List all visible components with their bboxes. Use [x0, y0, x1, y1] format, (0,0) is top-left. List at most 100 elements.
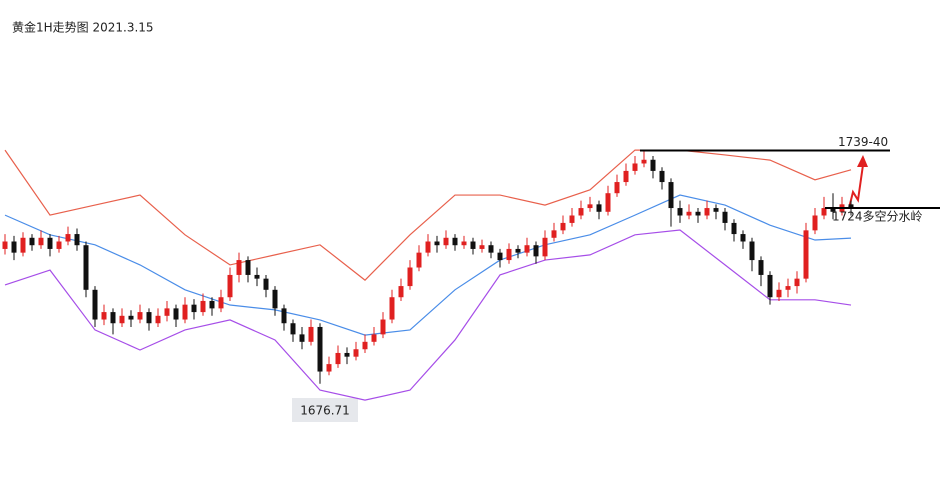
- candle-body: [137, 312, 143, 320]
- candle-body: [155, 315, 161, 324]
- candle-body: [767, 274, 773, 298]
- level-label: 1739-40: [838, 135, 888, 149]
- candle-body: [803, 230, 809, 279]
- low-label: 1676.71: [300, 404, 350, 418]
- candle-body: [749, 241, 755, 261]
- candle-body: [614, 182, 620, 194]
- candle-body: [47, 237, 53, 249]
- candle-body: [542, 237, 548, 257]
- candle-body: [506, 248, 512, 261]
- candle-body: [479, 245, 485, 249]
- candle-body: [263, 278, 269, 290]
- candle-body: [686, 211, 692, 216]
- candle-body: [20, 237, 26, 253]
- candle-body: [533, 245, 539, 257]
- candle-body: [128, 315, 134, 320]
- candle-body: [740, 234, 746, 242]
- candle-body: [281, 308, 287, 324]
- candle-body: [668, 182, 674, 209]
- candle-body: [245, 260, 251, 275]
- candle-body: [722, 211, 728, 223]
- candle-body: [830, 208, 836, 212]
- candle-body: [848, 204, 854, 209]
- candle-body: [407, 267, 413, 287]
- candle-body: [83, 245, 89, 290]
- candle-body: [443, 237, 449, 246]
- candle-body: [560, 222, 566, 231]
- candle-body: [272, 289, 278, 309]
- bollinger-band: [4, 149, 852, 281]
- candle-body: [794, 278, 800, 287]
- low-label-box: [292, 398, 358, 422]
- candle-body: [344, 352, 350, 357]
- candle-body: [596, 204, 602, 212]
- candle-body: [110, 312, 116, 324]
- candle-body: [569, 215, 575, 223]
- candle-body: [425, 241, 431, 253]
- candle-body: [695, 211, 701, 216]
- candle-body: [605, 193, 611, 212]
- candle-body: [227, 274, 233, 298]
- candle-body: [218, 297, 224, 309]
- candle-body: [362, 341, 368, 350]
- candle-body: [173, 308, 179, 320]
- candle-body: [290, 323, 296, 335]
- bollinger-band: [4, 194, 852, 336]
- candle-body: [11, 241, 17, 253]
- candle-body: [380, 319, 386, 335]
- candle-body: [317, 326, 323, 372]
- candle-body: [515, 248, 521, 253]
- projection-arrow: [848, 164, 864, 209]
- candle-body: [641, 159, 647, 164]
- arrow-head: [857, 155, 868, 167]
- candle-body: [371, 334, 377, 342]
- candle-body: [632, 163, 638, 171]
- candle-body: [434, 241, 440, 246]
- chart-title: 黄金1H走势图 2021.3.15: [12, 20, 154, 35]
- candle-body: [29, 237, 35, 246]
- candle-body: [146, 312, 152, 324]
- level-label: 1724多空分水岭: [832, 210, 923, 224]
- candle-body: [416, 252, 422, 268]
- candle-body: [335, 352, 341, 365]
- candle-body: [101, 312, 107, 320]
- candle-body: [650, 159, 656, 171]
- candle-body: [821, 208, 827, 216]
- candle-body: [182, 304, 188, 320]
- candle-body: [200, 300, 206, 313]
- candle-body: [56, 241, 62, 249]
- candle-body: [470, 241, 476, 249]
- candle-body: [758, 260, 764, 275]
- candle-body: [164, 308, 170, 316]
- candle-body: [677, 208, 683, 216]
- candle-body: [398, 286, 404, 298]
- candle-body: [587, 204, 593, 209]
- candle-body: [497, 252, 503, 261]
- bollinger-band: [4, 229, 852, 401]
- candle-body: [551, 230, 557, 238]
- candle-body: [461, 241, 467, 246]
- candle-body: [65, 234, 71, 242]
- candle-body: [74, 234, 80, 246]
- candle-body: [38, 237, 44, 246]
- candle-body: [353, 349, 359, 357]
- candle-body: [785, 286, 791, 290]
- candle-body: [659, 170, 665, 183]
- candle-body: [92, 289, 98, 320]
- candle-body: [2, 241, 8, 249]
- candle-body: [254, 274, 260, 279]
- candle-body: [209, 300, 215, 309]
- candle-body: [326, 364, 332, 372]
- candle-body: [776, 289, 782, 298]
- candle-body: [236, 260, 242, 275]
- candle-body: [623, 170, 629, 183]
- candle-body: [119, 315, 125, 324]
- candle-body: [191, 304, 197, 313]
- candle-body: [389, 297, 395, 320]
- candle-body: [704, 208, 710, 216]
- candle-body: [578, 208, 584, 216]
- candle-body: [524, 245, 530, 253]
- candle-body: [812, 215, 818, 231]
- candle-body: [731, 222, 737, 235]
